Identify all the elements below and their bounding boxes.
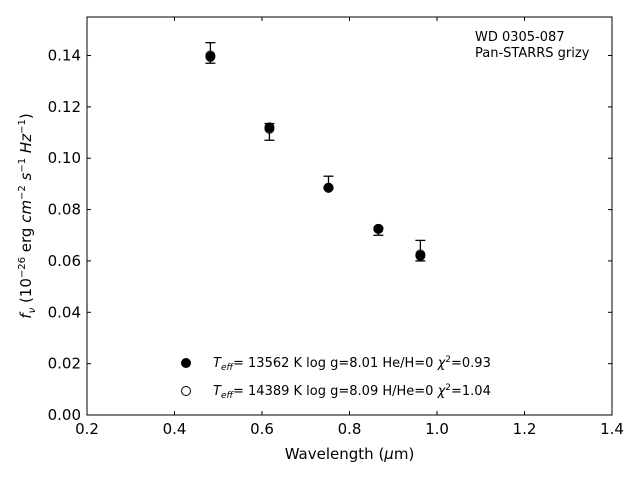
x-tick-label: 1.4 [600,420,624,438]
y-tick-label: 0.06 [48,252,81,270]
x-tick-label: 0.8 [338,420,362,438]
error-bars [205,42,426,262]
annotation-line-2: Pan-STARRS grizy [475,46,590,61]
x-axis-label: Wavelength (μm) [285,445,415,463]
legend-marker-filled [181,358,191,368]
model-point-open [373,223,384,234]
y-tick-label: 0.00 [48,406,81,424]
model-point-open [205,50,216,61]
legend-marker-open [181,386,191,396]
y-tick-label: 0.02 [48,355,81,373]
legend-entry-2: Teff= 14389 K log g=8.09 H/He=0 χ2=1.04 [213,383,491,401]
x-tick-label: 0.2 [75,420,99,438]
x-tick-label: 1.0 [425,420,449,438]
model-point-open [264,123,275,134]
y-tick-label: 0.08 [48,201,81,219]
x-tick-label: 0.6 [250,420,274,438]
legend: Teff= 13562 K log g=8.01 He/H=0 χ2=0.93 … [181,355,491,401]
model-point-open [415,249,426,260]
x-tick-label: 0.4 [163,420,187,438]
annotation-line-1: WD 0305-087 [475,30,565,45]
y-tick-label: 0.10 [48,149,81,167]
y-tick-label: 0.04 [48,303,81,321]
data-points [205,50,426,261]
y-tick-label: 0.14 [48,47,81,65]
model-point-open [323,182,334,193]
y-tick-label: 0.12 [48,98,81,116]
y-axis-label: fν (10−26 erg cm−2 s−1 Hz−1) [17,113,38,318]
legend-entry-1: Teff= 13562 K log g=8.01 He/H=0 χ2=0.93 [213,355,491,373]
axis-ticks: 0.2 0.4 0.6 0.8 1.0 1.2 1.4 0.00 0.02 0.04 0.06 0.0… [48,17,624,438]
x-tick-label: 1.2 [513,420,537,438]
